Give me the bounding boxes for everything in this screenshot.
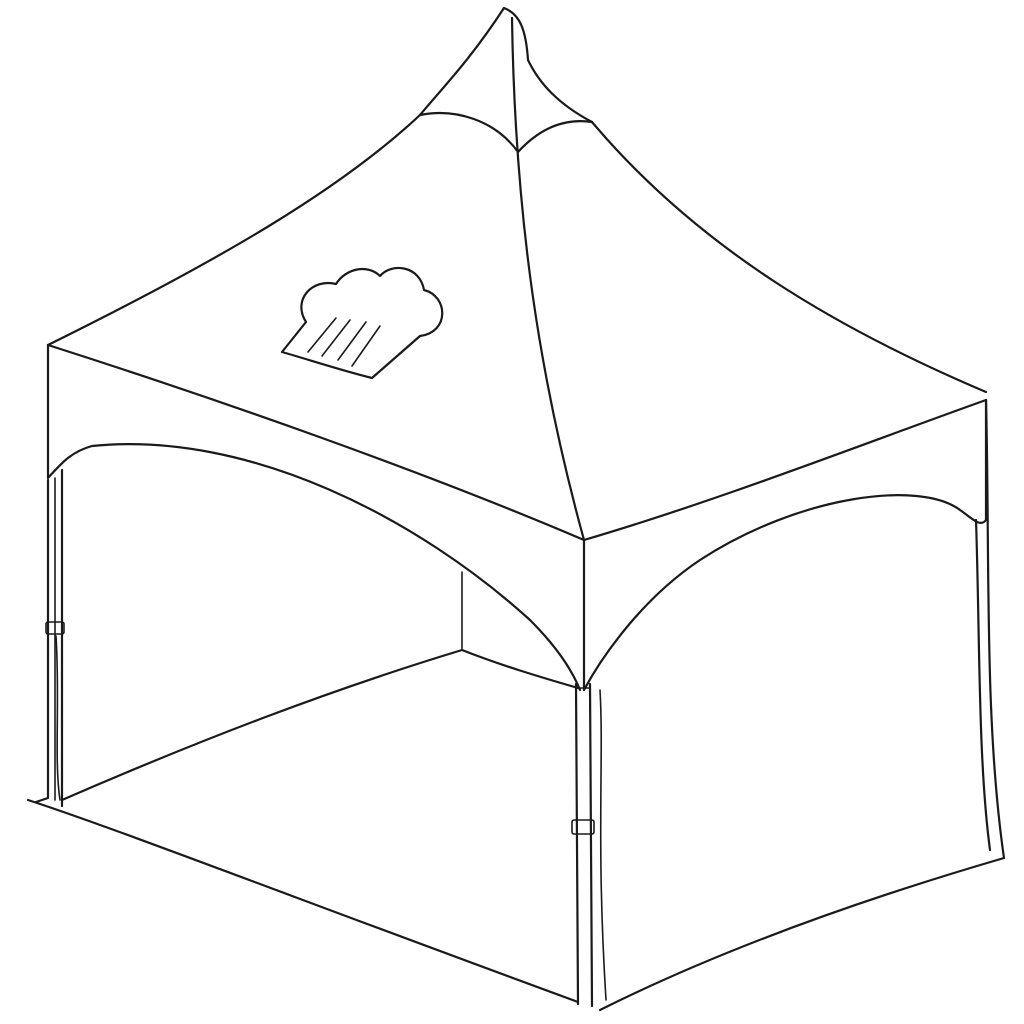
- left-pole-strap: [45, 621, 65, 635]
- roof-peak-cap: [418, 111, 594, 154]
- front-pole-strap: [571, 819, 595, 835]
- tent-floor: [26, 648, 1006, 1012]
- tent-right-wall: [974, 398, 1006, 860]
- tent-roof: [46, 6, 988, 692]
- chef-hat-icon: [280, 266, 444, 380]
- tent-front-pole: [571, 682, 607, 1008]
- tent-left-wall: [34, 468, 65, 808]
